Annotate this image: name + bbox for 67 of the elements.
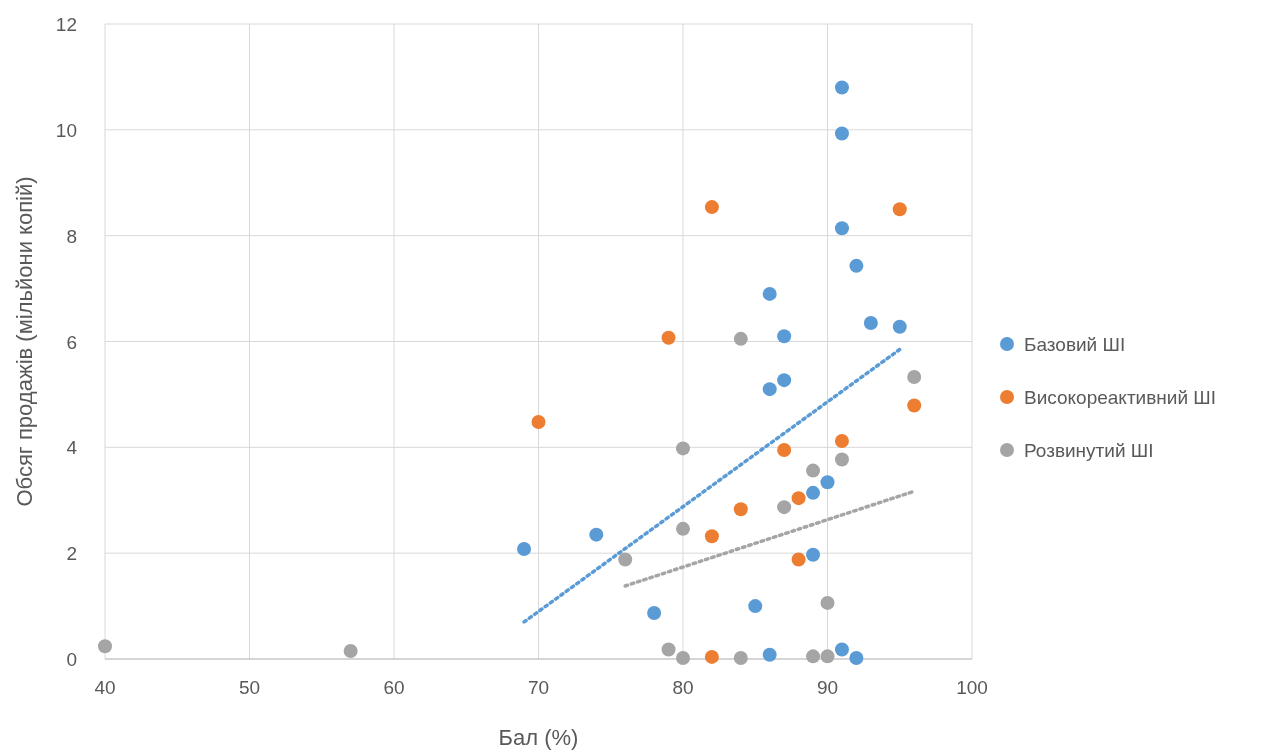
point: [733, 502, 748, 517]
point: [834, 126, 849, 141]
point: [806, 649, 821, 664]
point: [849, 650, 864, 665]
y-tick-label: 8: [66, 225, 77, 247]
point: [777, 373, 792, 388]
point: [762, 286, 777, 301]
point: [777, 500, 792, 515]
x-tick-label: 60: [383, 677, 405, 698]
point: [704, 200, 719, 215]
point: [733, 650, 748, 665]
point: [661, 642, 676, 657]
point: [777, 329, 792, 344]
y-tick-label: 0: [66, 649, 77, 670]
y-tick-label: 12: [55, 14, 77, 35]
x-axis-title: Бал (%): [498, 725, 579, 750]
point: [704, 649, 719, 664]
point: [791, 552, 806, 567]
point: [791, 491, 806, 506]
point: [907, 398, 922, 413]
point: [892, 319, 907, 334]
y-tick-label: 4: [66, 437, 78, 459]
point: [806, 485, 821, 500]
point: [834, 642, 849, 657]
x-tick-label: 90: [816, 677, 839, 698]
point: [704, 529, 719, 544]
point: [98, 639, 112, 654]
point: [806, 463, 821, 478]
point: [892, 202, 907, 217]
y-axis-title: Обсяг продажів (мільйони копій): [12, 176, 37, 507]
point: [849, 258, 864, 273]
point: [676, 650, 690, 665]
point: [748, 599, 763, 614]
point: [762, 647, 777, 662]
legend-label: Базовий ШІ: [1024, 334, 1126, 355]
point: [661, 330, 676, 345]
point: [820, 649, 835, 664]
x-tick-label: 50: [238, 677, 261, 698]
point: [834, 221, 849, 236]
legend-label: Високореактивний ШІ: [1024, 387, 1216, 408]
point: [762, 382, 777, 397]
point: [806, 547, 821, 562]
point: [517, 541, 532, 556]
point: [777, 442, 792, 457]
point: [618, 552, 633, 567]
point: [733, 331, 748, 346]
point: [531, 414, 546, 429]
point: [863, 315, 878, 330]
point: [834, 80, 849, 95]
point: [589, 527, 604, 542]
y-tick-label: 10: [55, 119, 77, 141]
y-tick-label: 6: [66, 331, 77, 353]
x-tick-label: 80: [672, 677, 694, 698]
point: [834, 452, 849, 467]
point: [647, 605, 662, 620]
point: [820, 475, 835, 490]
legend-label: Розвинутий ШІ: [1024, 440, 1154, 461]
x-tick-label: 40: [94, 677, 116, 698]
x-tick-label: 70: [527, 677, 550, 698]
x-tick-label: 100: [956, 677, 988, 698]
point: [676, 521, 690, 536]
y-tick-label: 2: [66, 543, 77, 565]
point: [834, 433, 849, 448]
point: [343, 644, 358, 659]
point: [676, 441, 690, 456]
point: [907, 369, 922, 384]
point: [820, 595, 835, 610]
